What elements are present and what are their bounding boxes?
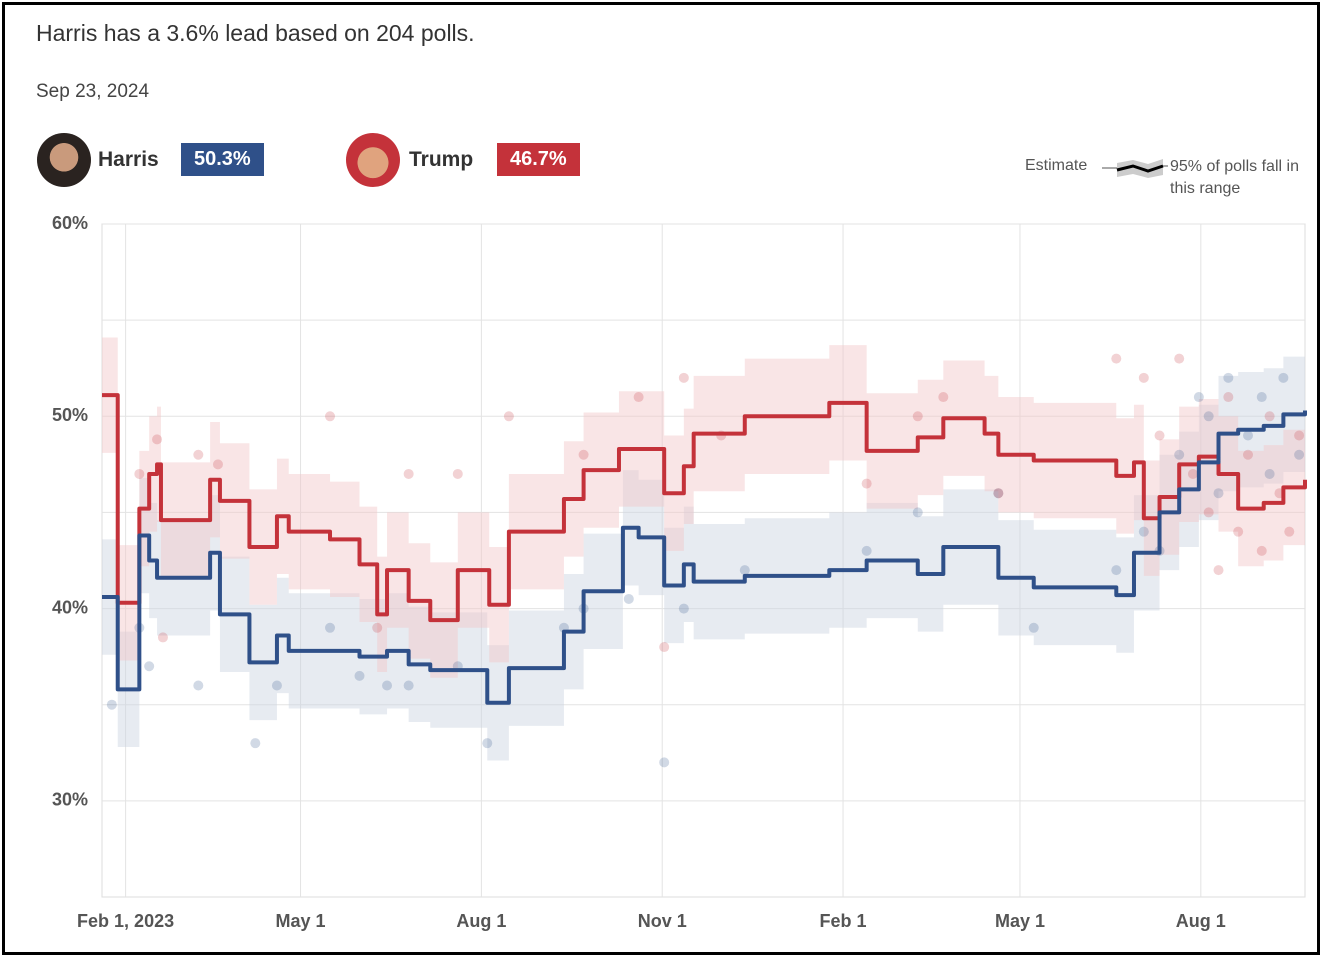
poll-dot [355, 671, 365, 681]
x-tick-label: May 1 [276, 911, 326, 931]
poll-dot [993, 488, 1003, 498]
poll-dot [913, 507, 923, 517]
poll-dot [1111, 565, 1121, 575]
poll-dot [634, 392, 644, 402]
poll-dot [679, 373, 689, 383]
poll-dot [152, 434, 162, 444]
poll-dot [1174, 354, 1184, 364]
x-tick-label: Feb 1 [820, 911, 867, 931]
poll-dot [1174, 450, 1184, 460]
y-tick-label: 40% [52, 597, 88, 617]
poll-dot [1243, 431, 1253, 441]
x-tick-label: May 1 [995, 911, 1045, 931]
poll-dot [1265, 411, 1275, 421]
poll-dot [1139, 527, 1149, 537]
poll-dot [250, 738, 260, 748]
x-tick-label: Aug 1 [456, 911, 506, 931]
poll-dot [1204, 411, 1214, 421]
poll-dot [862, 479, 872, 489]
poll-dot [1139, 373, 1149, 383]
poll-dot [1294, 431, 1304, 441]
poll-dot [659, 642, 669, 652]
poll-dot [482, 738, 492, 748]
poll-dot [740, 565, 750, 575]
y-tick-label: 60% [52, 213, 88, 233]
poll-dot [1194, 392, 1204, 402]
poll-dot [1204, 507, 1214, 517]
poll-dot [404, 469, 414, 479]
poll-dot [1223, 392, 1233, 402]
poll-dot [913, 411, 923, 421]
poll-dot [1223, 373, 1233, 383]
poll-dot [404, 680, 414, 690]
poll-dot [1155, 431, 1165, 441]
poll-dot [325, 411, 335, 421]
poll-dot [1257, 546, 1267, 556]
poll-dot [579, 450, 589, 460]
poll-dot [1233, 527, 1243, 537]
poll-dot [134, 469, 144, 479]
x-tick-label: Aug 1 [1176, 911, 1226, 931]
poll-dot [193, 450, 203, 460]
x-tick-label: Feb 1, 2023 [77, 911, 174, 931]
poll-dot [1188, 469, 1198, 479]
y-tick-label: 30% [52, 790, 88, 810]
poll-dot [453, 469, 463, 479]
poll-dot [1294, 450, 1304, 460]
poll-dot [325, 623, 335, 633]
poll-dot [1214, 488, 1224, 498]
poll-dot [1284, 527, 1294, 537]
poll-dot [1214, 565, 1224, 575]
poll-dot [107, 700, 117, 710]
poll-dot [193, 680, 203, 690]
poll-dot [1278, 373, 1288, 383]
poll-dot [1111, 354, 1121, 364]
poll-dot [158, 632, 168, 642]
poll-dot [1243, 450, 1253, 460]
poll-dot [372, 623, 382, 633]
poll-dot [504, 411, 514, 421]
poll-dot [938, 392, 948, 402]
poll-dot [1257, 392, 1267, 402]
poll-dot [213, 459, 223, 469]
x-tick-label: Nov 1 [638, 911, 687, 931]
poll-dot [862, 546, 872, 556]
poll-dot [1265, 469, 1275, 479]
poll-dot [1029, 623, 1039, 633]
poll-dot [382, 680, 392, 690]
poll-dot [272, 680, 282, 690]
poll-dot [659, 757, 669, 767]
poll-dot [624, 594, 634, 604]
poll-dot [679, 604, 689, 614]
poll-dot [144, 661, 154, 671]
page: Harris has a 3.6% lead based on 204 poll… [0, 0, 1322, 957]
y-tick-label: 50% [52, 405, 88, 425]
chart: 30% 40% 50% 60% Feb 1, 2023 May 1 Aug 1 Nov 1 Fe… [0, 0, 1322, 957]
